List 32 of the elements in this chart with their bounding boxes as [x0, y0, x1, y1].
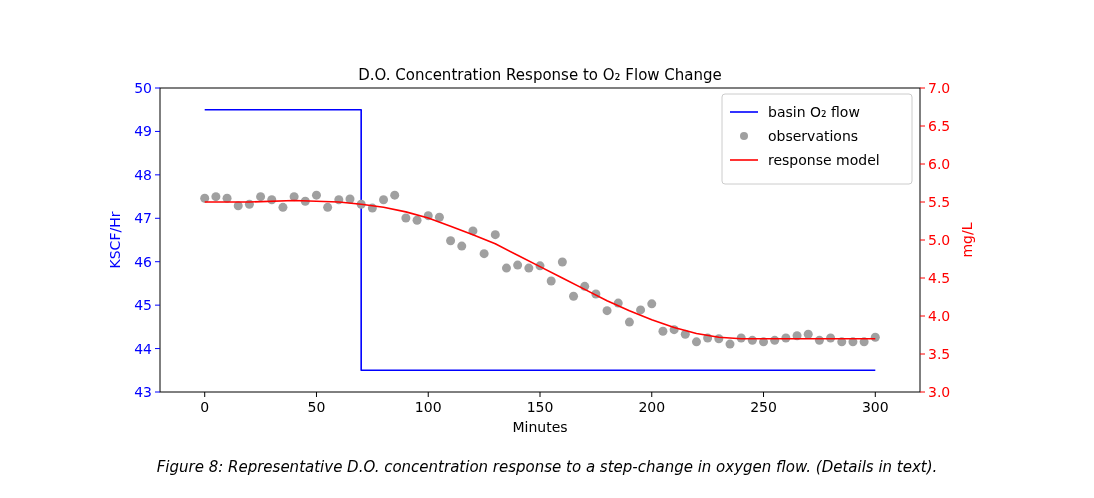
y-tick-label: 49 [134, 123, 152, 140]
x-tick-label: 50 [307, 399, 326, 415]
y-tick-label: 45 [134, 297, 152, 314]
y-tick-label: 44 [134, 340, 153, 357]
x-tick-label: 0 [200, 399, 210, 415]
x-axis-title: Minutes [512, 419, 568, 435]
legend-label: basin O₂ flow [768, 104, 860, 120]
y2-tick-label: 5.5 [928, 194, 951, 210]
y-tick-label: 47 [134, 210, 152, 227]
legend-label: observations [768, 128, 859, 144]
y-tick-label: 46 [134, 253, 153, 270]
x-tick-label: 100 [414, 399, 442, 415]
y2-tick-label: 6.5 [928, 118, 951, 134]
y2-tick-label: 6.0 [928, 156, 951, 172]
x-tick-label: 200 [638, 399, 666, 415]
y2-axis-title: mg/L [959, 222, 975, 258]
y2-tick-label: 3.0 [928, 384, 951, 400]
y2-tick-label: 3.5 [928, 346, 951, 362]
x-tick-label: 250 [750, 399, 777, 415]
y2-tick-label: 5.0 [928, 232, 951, 248]
y2-tick-label: 7.0 [928, 80, 951, 96]
x-tick-label: 150 [526, 399, 554, 415]
chart-title: D.O. Concentration Response to O₂ Flow Change [358, 66, 722, 84]
legend-label: response model [768, 152, 880, 168]
x-tick-label: 300 [861, 399, 889, 415]
y-tick-label: 43 [134, 384, 152, 400]
y-tick-label: 48 [134, 166, 152, 183]
y-axis-title: KSCF/Hr [107, 211, 123, 269]
y2-tick-label: 4.0 [928, 308, 951, 324]
y2-tick-label: 4.5 [928, 270, 951, 286]
caption: Figure 8: Representative D.O. concentration response to a step-change in oxygen flow. (Details in text). [156, 458, 938, 476]
y-tick-label: 50 [134, 80, 152, 96]
